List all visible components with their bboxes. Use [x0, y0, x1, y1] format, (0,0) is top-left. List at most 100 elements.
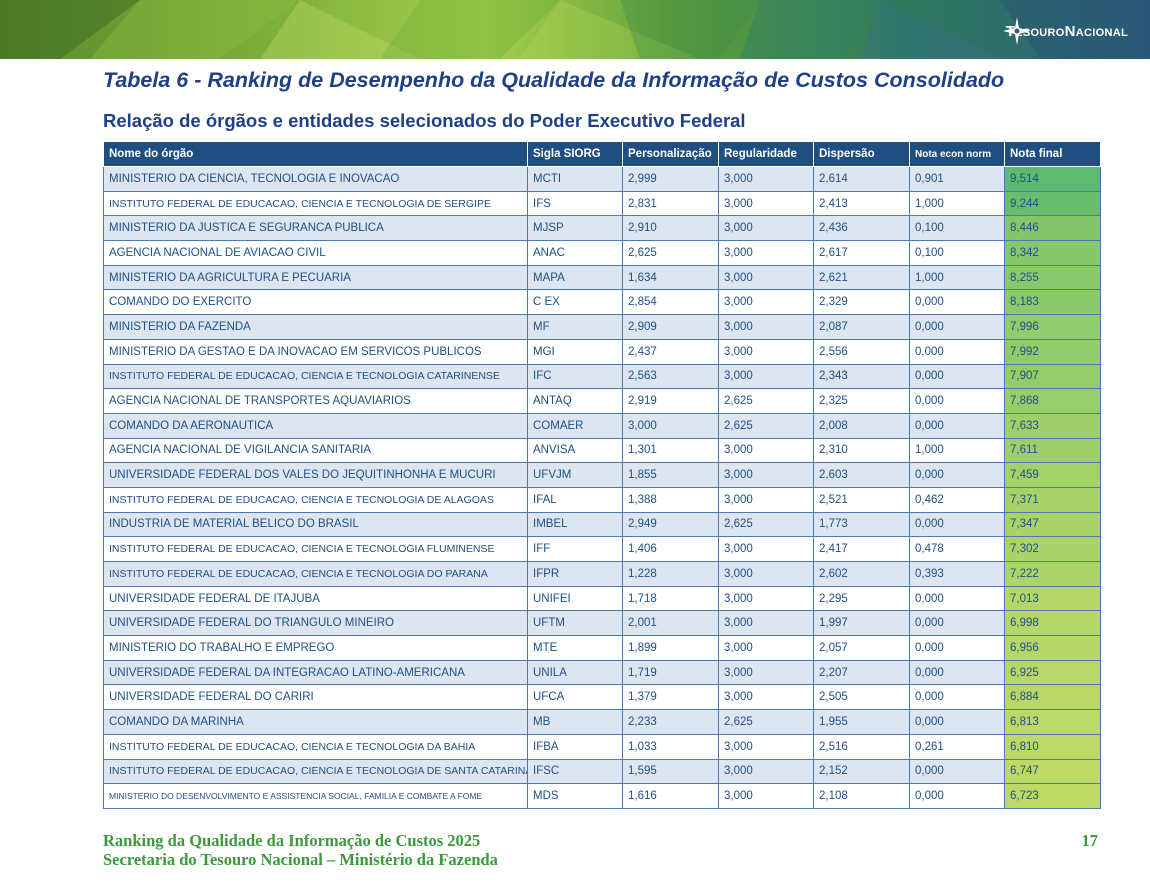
- siorg-cell: MB: [527, 709, 623, 735]
- column-header[interactable]: Personalização: [622, 141, 719, 167]
- personalizacao-cell: 1,719: [622, 659, 719, 686]
- personalizacao-cell: 1,855: [622, 462, 719, 488]
- nota-final-cell: 6,925: [1004, 659, 1101, 686]
- table-row[interactable]: MINISTERIO DO TRABALHO E EMPREGO MTE 1,899…: [103, 635, 1101, 661]
- table-row[interactable]: UNIVERSIDADE FEDERAL DA INTEGRACAO LATIN…: [103, 659, 1101, 686]
- org-name-cell: MINISTERIO DO DESENVOLVIMENTO E ASSISTEN…: [103, 783, 528, 809]
- org-name-cell: INDUSTRIA DE MATERIAL BELICO DO BRASIL: [103, 511, 528, 538]
- dispersao-cell: 1,955: [813, 709, 910, 735]
- regularidade-cell: 3,000: [718, 166, 814, 192]
- table-row[interactable]: INSTITUTO FEDERAL DE EDUCACAO, CIENCIA E…: [103, 190, 1101, 217]
- table-row[interactable]: MINISTERIO DA JUSTICA E SEGURANCA PUBLIC…: [103, 215, 1101, 242]
- regularidade-cell: 3,000: [718, 585, 814, 612]
- personalizacao-cell: 2,919: [622, 388, 719, 414]
- table-row[interactable]: UNIVERSIDADE FEDERAL DO CARIRI UFCA 1,379 3…: [103, 684, 1101, 711]
- dispersao-cell: 2,295: [813, 585, 910, 612]
- footer: Ranking da Qualidade da Informação de Cu…: [103, 831, 498, 869]
- personalizacao-cell: 2,001: [622, 610, 719, 637]
- org-name-cell: COMANDO DA AERONAUTICA: [103, 412, 528, 439]
- org-name-cell: INSTITUTO FEDERAL DE EDUCACAO, CIENCIA E…: [103, 190, 528, 217]
- table-header-row: Nome do órgão Sigla SIORG Personalização…: [103, 141, 1101, 167]
- table-row[interactable]: INSTITUTO FEDERAL DE EDUCACAO, CIENCIA E…: [103, 561, 1101, 587]
- dispersao-cell: 2,516: [813, 733, 910, 760]
- personalizacao-cell: 1,616: [622, 783, 719, 809]
- table-row[interactable]: UNIVERSIDADE FEDERAL DOS VALES DO JEQUIT…: [103, 462, 1101, 488]
- regularidade-cell: 3,000: [718, 215, 814, 242]
- nota-econ-cell: 0,000: [909, 709, 1005, 735]
- regularidade-cell: 3,000: [718, 659, 814, 686]
- regularidade-cell: 2,625: [718, 412, 814, 439]
- org-name-cell: INSTITUTO FEDERAL DE EDUCACAO, CIENCIA E…: [103, 536, 528, 562]
- personalizacao-cell: 1,033: [622, 733, 719, 760]
- nota-econ-cell: 0,000: [909, 659, 1005, 686]
- brand-name: TesouroNacional: [1005, 22, 1128, 40]
- nota-econ-cell: 0,393: [909, 561, 1005, 587]
- dispersao-cell: 2,505: [813, 684, 910, 711]
- personalizacao-cell: 2,625: [622, 240, 719, 266]
- siorg-cell: IMBEL: [527, 511, 623, 538]
- org-name-cell: UNIVERSIDADE FEDERAL DO TRIANGULO MINEIR…: [103, 610, 528, 637]
- table-row[interactable]: MINISTERIO DA CIENCIA, TECNOLOGIA E INOV…: [103, 166, 1101, 192]
- siorg-cell: MCTI: [527, 166, 623, 192]
- dispersao-cell: 2,152: [813, 758, 910, 785]
- personalizacao-cell: 2,563: [622, 363, 719, 390]
- siorg-cell: IFSC: [527, 758, 623, 785]
- footer-organization: Secretaria do Tesouro Nacional – Ministé…: [103, 850, 498, 869]
- column-header[interactable]: Nota econ norm: [909, 141, 1005, 167]
- table-row[interactable]: INSTITUTO FEDERAL DE EDUCACAO, CIENCIA E…: [103, 486, 1101, 513]
- dispersao-cell: 2,603: [813, 462, 910, 488]
- personalizacao-cell: 1,301: [622, 437, 719, 464]
- org-name-cell: UNIVERSIDADE FEDERAL DA INTEGRACAO LATIN…: [103, 659, 528, 686]
- personalizacao-cell: 2,233: [622, 709, 719, 735]
- table-row[interactable]: UNIVERSIDADE FEDERAL DE ITAJUBA UNIFEI 1,7…: [103, 585, 1101, 612]
- column-header[interactable]: Regularidade: [718, 141, 814, 167]
- siorg-cell: MAPA: [527, 264, 623, 291]
- table-row[interactable]: INSTITUTO FEDERAL DE EDUCACAO, CIENCIA E…: [103, 363, 1101, 390]
- table-row[interactable]: MINISTERIO DA FAZENDA MF 2,909 3,000 2,087 0,…: [103, 314, 1101, 340]
- nota-econ-cell: 0,000: [909, 783, 1005, 809]
- siorg-cell: ANVISA: [527, 437, 623, 464]
- table-row[interactable]: AGENCIA NACIONAL DE TRANSPORTES AQUAVIAR…: [103, 388, 1101, 414]
- table-row[interactable]: AGENCIA NACIONAL DE VIGILANCIA SANITARIA…: [103, 437, 1101, 464]
- personalizacao-cell: 1,406: [622, 536, 719, 562]
- column-header[interactable]: Sigla SIORG: [527, 141, 623, 167]
- siorg-cell: MDS: [527, 783, 623, 809]
- regularidade-cell: 3,000: [718, 783, 814, 809]
- table-row[interactable]: AGENCIA NACIONAL DE AVIACAO CIVIL ANAC 2,6…: [103, 240, 1101, 266]
- org-name-cell: MINISTERIO DA CIENCIA, TECNOLOGIA E INOV…: [103, 166, 528, 192]
- table-row[interactable]: MINISTERIO DA AGRICULTURA E PECUARIA MAPA…: [103, 264, 1101, 291]
- nota-econ-cell: 0,000: [909, 289, 1005, 316]
- nota-final-cell: 7,907: [1004, 363, 1101, 390]
- siorg-cell: MJSP: [527, 215, 623, 242]
- nota-econ-cell: 0,000: [909, 635, 1005, 661]
- table-row[interactable]: MINISTERIO DO DESENVOLVIMENTO E ASSISTEN…: [103, 783, 1101, 809]
- table-row[interactable]: INSTITUTO FEDERAL DE EDUCACAO, CIENCIA E…: [103, 758, 1101, 785]
- org-name-cell: MINISTERIO DA AGRICULTURA E PECUARIA: [103, 264, 528, 291]
- dispersao-cell: 1,773: [813, 511, 910, 538]
- table-row[interactable]: COMANDO DO EXERCITO C EX 2,854 3,000 2,329 0,…: [103, 289, 1101, 316]
- table-row[interactable]: UNIVERSIDADE FEDERAL DO TRIANGULO MINEIR…: [103, 610, 1101, 637]
- nota-final-cell: 7,371: [1004, 486, 1101, 513]
- regularidade-cell: 3,000: [718, 437, 814, 464]
- org-name-cell: INSTITUTO FEDERAL DE EDUCACAO, CIENCIA E…: [103, 758, 528, 785]
- table-row[interactable]: COMANDO DA AERONAUTICA COMAER 3,000 2,625 2,…: [103, 412, 1101, 439]
- brand-logo: TesouroNacional: [1002, 16, 1128, 46]
- nota-econ-cell: 0,100: [909, 215, 1005, 242]
- nota-final-cell: 7,222: [1004, 561, 1101, 587]
- table-row[interactable]: INDUSTRIA DE MATERIAL BELICO DO BRASIL IM…: [103, 511, 1101, 538]
- table-row[interactable]: COMANDO DA MARINHA MB 2,233 2,625 1,955 0,000…: [103, 709, 1101, 735]
- star-logo-icon: [1002, 17, 1031, 45]
- nota-final-cell: 6,810: [1004, 733, 1101, 760]
- table-row[interactable]: INSTITUTO FEDERAL DE EDUCACAO, CIENCIA E…: [103, 733, 1101, 760]
- table-body: MINISTERIO DA CIENCIA, TECNOLOGIA E INOV…: [103, 166, 1101, 809]
- nota-final-cell: 6,747: [1004, 758, 1101, 785]
- nota-econ-cell: 1,000: [909, 437, 1005, 464]
- regularidade-cell: 3,000: [718, 635, 814, 661]
- table-row[interactable]: INSTITUTO FEDERAL DE EDUCACAO, CIENCIA E…: [103, 536, 1101, 562]
- column-header[interactable]: Nome do órgão: [103, 141, 528, 167]
- column-header[interactable]: Nota final: [1004, 141, 1101, 167]
- column-header[interactable]: Dispersão: [813, 141, 910, 167]
- regularidade-cell: 3,000: [718, 338, 814, 365]
- personalizacao-cell: 2,909: [622, 314, 719, 340]
- table-row[interactable]: MINISTERIO DA GESTAO E DA INOVACAO EM SE…: [103, 338, 1101, 365]
